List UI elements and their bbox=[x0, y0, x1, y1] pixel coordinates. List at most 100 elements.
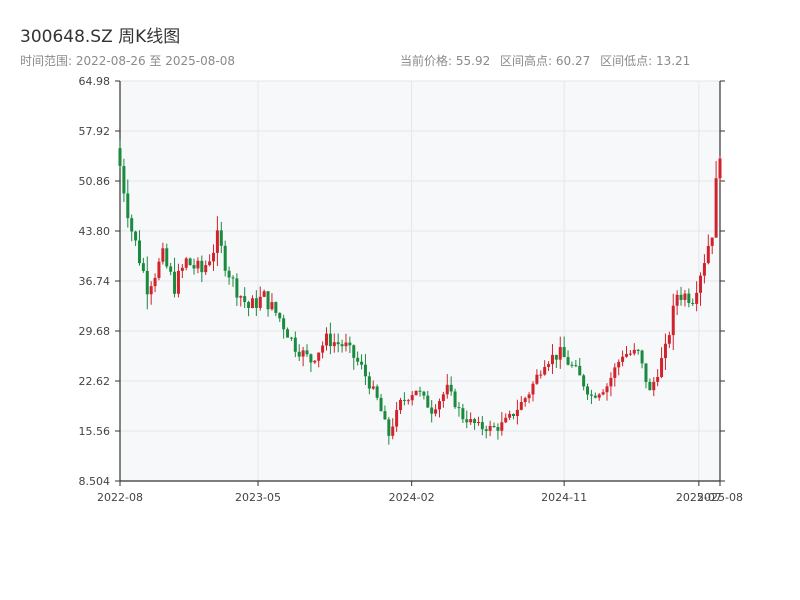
candle-body bbox=[512, 413, 516, 417]
candle-body bbox=[212, 252, 216, 262]
candle-body bbox=[445, 384, 449, 395]
candle-body bbox=[153, 277, 157, 287]
chart-title: 300648.SZ 周K线图 bbox=[20, 27, 181, 47]
y-tick-label: 36.74 bbox=[79, 275, 111, 288]
candle-body bbox=[410, 395, 414, 401]
candle-body bbox=[188, 258, 192, 266]
candle-body bbox=[118, 148, 122, 167]
candle-body bbox=[231, 277, 235, 279]
candle-body bbox=[566, 357, 570, 365]
candle-body bbox=[149, 286, 153, 295]
candle-body bbox=[586, 386, 590, 395]
candle-body bbox=[702, 263, 706, 276]
candle-body bbox=[254, 298, 258, 308]
candle-body bbox=[239, 296, 243, 298]
candle-body bbox=[535, 374, 539, 384]
candle-body bbox=[699, 275, 703, 293]
candle-body bbox=[130, 218, 134, 232]
candle-body bbox=[562, 347, 566, 358]
candle-body bbox=[122, 166, 126, 194]
candle-body bbox=[554, 354, 558, 360]
candle-body bbox=[274, 302, 278, 313]
candle-body bbox=[558, 347, 562, 360]
candle-body bbox=[192, 265, 196, 269]
current-price-label: 当前价格: 55.92 bbox=[400, 54, 491, 68]
candle-body bbox=[574, 365, 578, 367]
candle-body bbox=[671, 305, 675, 336]
candle-body bbox=[340, 344, 344, 347]
candle-body bbox=[687, 293, 691, 304]
candle-body bbox=[387, 419, 391, 436]
candle-body bbox=[644, 363, 648, 382]
candle-body bbox=[348, 342, 352, 346]
candle-body bbox=[628, 353, 632, 355]
candle-body bbox=[593, 395, 597, 398]
candle-body bbox=[660, 358, 664, 377]
candle-body bbox=[519, 402, 523, 410]
candle-body bbox=[309, 354, 313, 363]
candle-body bbox=[356, 357, 360, 362]
candle-body bbox=[547, 364, 551, 367]
candle-body bbox=[484, 429, 488, 431]
candle-body bbox=[270, 302, 274, 310]
candle-body bbox=[523, 398, 527, 403]
candle-body bbox=[480, 422, 484, 430]
candle-body bbox=[621, 356, 625, 362]
candle-body bbox=[243, 296, 247, 303]
candle-body bbox=[457, 407, 461, 409]
candle-body bbox=[282, 318, 286, 330]
candle-body bbox=[667, 335, 671, 344]
candle-body bbox=[461, 408, 465, 420]
candle-body bbox=[219, 230, 223, 246]
candle-body bbox=[363, 364, 367, 377]
candle-body bbox=[169, 266, 173, 272]
candle-body bbox=[235, 278, 239, 298]
candle-body bbox=[266, 291, 270, 310]
candle-body bbox=[157, 261, 161, 278]
candle-body bbox=[589, 394, 593, 396]
candle-body bbox=[184, 258, 188, 268]
candle-body bbox=[500, 422, 504, 431]
candle-body bbox=[422, 391, 426, 396]
candle-body bbox=[543, 366, 547, 375]
candle-body bbox=[492, 425, 496, 428]
candle-body bbox=[391, 426, 395, 436]
candle-body bbox=[375, 386, 379, 398]
candle-body bbox=[173, 271, 177, 294]
candle-body bbox=[504, 417, 508, 423]
candle-body bbox=[383, 411, 387, 420]
range-low-label: 区间低点: 13.21 bbox=[600, 54, 691, 68]
candle-body bbox=[695, 292, 699, 304]
candle-body bbox=[473, 419, 477, 423]
candle-body bbox=[570, 364, 574, 366]
candle-body bbox=[539, 374, 543, 376]
candle-body bbox=[648, 381, 652, 391]
candle-body bbox=[624, 354, 628, 357]
candle-body bbox=[617, 361, 621, 368]
candle-body bbox=[691, 303, 695, 305]
x-tick-label: 2023-05 bbox=[235, 491, 281, 504]
candle-body bbox=[465, 419, 469, 423]
price-summary: 当前价格: 55.92 区间高点: 60.27 区间低点: 13.21 bbox=[400, 52, 696, 69]
candle-body bbox=[601, 392, 605, 395]
candle-body bbox=[613, 367, 617, 378]
candle-body bbox=[550, 354, 554, 365]
date-range-label: 时间范围: 2022-08-26 至 2025-08-08 bbox=[20, 54, 235, 68]
candle-body bbox=[126, 193, 130, 219]
candle-body bbox=[247, 302, 251, 309]
candle-body bbox=[328, 333, 332, 347]
candle-body bbox=[321, 345, 325, 353]
candle-body bbox=[469, 419, 473, 423]
candle-body bbox=[582, 375, 586, 387]
candle-body bbox=[399, 399, 403, 411]
candle-body bbox=[141, 263, 145, 271]
candle-body bbox=[430, 407, 434, 414]
candle-body bbox=[134, 231, 138, 241]
candle-body bbox=[196, 260, 200, 269]
candle-body bbox=[527, 394, 531, 399]
candle-body bbox=[204, 265, 208, 273]
candle-body bbox=[406, 400, 410, 402]
y-tick-label: 64.98 bbox=[79, 75, 111, 88]
candle-body bbox=[632, 349, 636, 354]
candle-body bbox=[258, 296, 262, 308]
